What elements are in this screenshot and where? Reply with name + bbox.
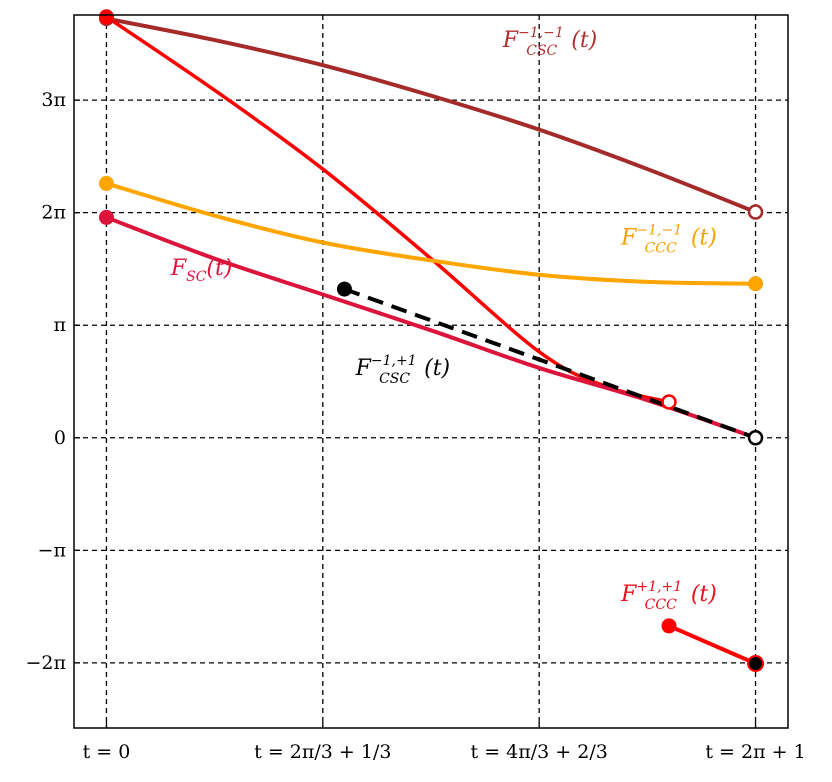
grid — [74, 15, 788, 728]
x-tick-label: t = 4π/3 + 2/3 — [471, 741, 608, 763]
x-tick-label: t = 2π/3 + 1/3 — [254, 741, 391, 763]
series-label-3: F−1,+1 CSC (t) — [355, 353, 451, 387]
marker-series-3-start — [98, 209, 114, 225]
series-label-1: F−1,−1 CCC (t) — [620, 222, 717, 256]
y-tick-label: −2π — [26, 652, 67, 674]
series-line-3 — [104, 215, 758, 440]
x-tick-label: t = 2π + 1 — [705, 741, 805, 763]
marker-series-1-start — [98, 9, 114, 25]
series-label-4: F+1,+1 CCC (t) — [620, 579, 717, 613]
x-tick-label: t = 0 — [83, 741, 131, 763]
marker-series-0-end — [747, 204, 764, 220]
series-line-0 — [104, 16, 758, 215]
y-tick-label: −π — [38, 539, 66, 561]
marker-series-4-end — [747, 430, 764, 446]
series-layer — [104, 15, 758, 666]
y-tick-label: 0 — [54, 427, 66, 449]
y-tick-label: 3π — [41, 89, 66, 111]
y-tick-label: π — [54, 314, 67, 336]
y-tick-label: 2π — [41, 202, 66, 224]
marker-series-2-end — [748, 276, 764, 292]
markers — [98, 9, 765, 673]
axis-ticks: t = 0 t = 2π/3 + 1/3 t = 4π/3 + 2/3 t = 2π … — [26, 89, 806, 763]
series-line-5 — [667, 623, 758, 666]
series-labels: F−1,−1 CSC (t) F−1,−1 CCC (t) FSC(t) F−1,+1 CSC(… — [170, 25, 717, 613]
series-label-0: F−1,−1 CSC (t) — [502, 25, 598, 59]
marker-series-5-start — [661, 618, 677, 634]
marker-series-2-start — [98, 175, 114, 191]
plot-frame — [73, 14, 789, 729]
series-label-2: FSC(t) — [170, 256, 233, 285]
series-line-4 — [343, 287, 757, 440]
marker-series-4-start — [336, 281, 352, 297]
series-line-2 — [104, 181, 758, 286]
marker-series-5-end — [747, 655, 765, 673]
marker-series-1-end — [661, 394, 677, 410]
